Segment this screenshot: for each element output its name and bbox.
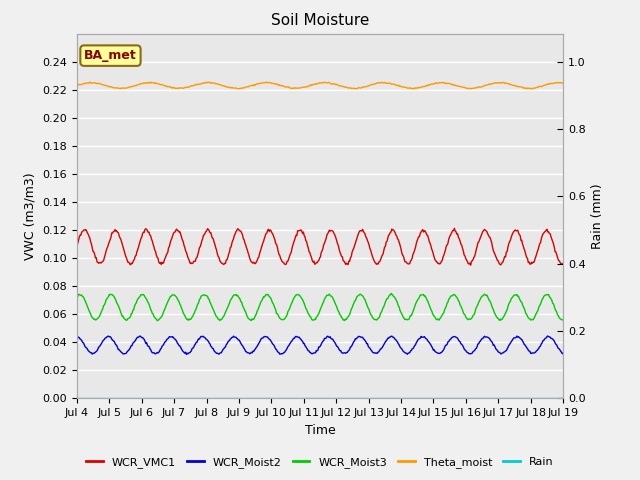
Text: BA_met: BA_met [84,49,137,62]
Title: Soil Moisture: Soil Moisture [271,13,369,28]
Legend: WCR_VMC1, WCR_Moist2, WCR_Moist3, Theta_moist, Rain: WCR_VMC1, WCR_Moist2, WCR_Moist3, Theta_… [82,452,558,472]
Y-axis label: VWC (m3/m3): VWC (m3/m3) [24,172,36,260]
X-axis label: Time: Time [305,424,335,437]
Y-axis label: Rain (mm): Rain (mm) [591,183,604,249]
